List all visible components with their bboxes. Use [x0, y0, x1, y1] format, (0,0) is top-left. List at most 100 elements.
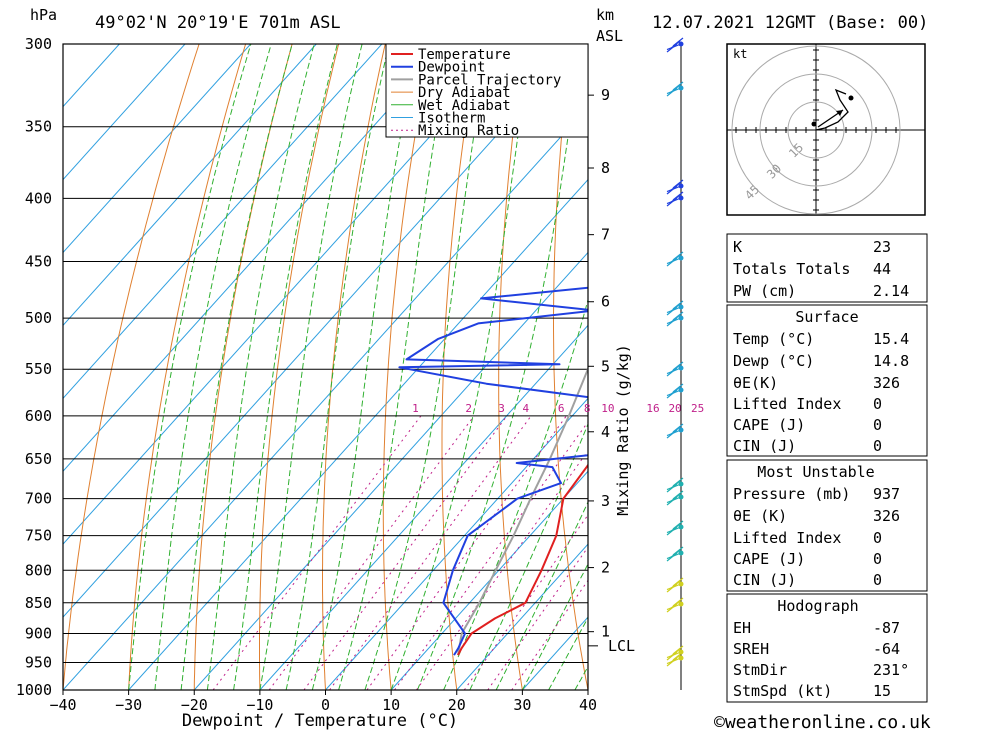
pressure-tick-label: 1000 — [16, 681, 52, 699]
mixing-ratio-value-label: 20 — [668, 402, 681, 415]
height-km-label: 8 — [601, 159, 610, 177]
pressure-tick-label: 450 — [25, 253, 52, 271]
mixing-ratio-line — [367, 416, 566, 690]
wet-adiabat-line — [129, 44, 251, 690]
mixing-ratio-value-label: 16 — [646, 402, 659, 415]
surface-dewp-label: Dewp (°C) — [733, 352, 814, 370]
sreh-value: -64 — [873, 640, 900, 658]
height-km-label: 2 — [601, 559, 610, 577]
pressure-tick-label: 650 — [25, 450, 52, 468]
totals-totals-value: 44 — [873, 260, 891, 278]
hodograph-table: Hodograph EH -87 SREH -64 StmDir 231° St… — [727, 594, 927, 702]
dry-adiabat-line — [944, 44, 1000, 690]
mu-cape-value: 0 — [873, 550, 882, 568]
isotherm-line — [63, 44, 644, 690]
pressure-unit-label: hPa — [30, 6, 57, 24]
surface-theta-label: θE(K) — [733, 374, 778, 392]
pressure-tick-label: 750 — [25, 527, 52, 545]
pressure-tick-label: 300 — [25, 35, 52, 53]
km-unit-label: km — [596, 6, 614, 24]
isotherm-line — [0, 44, 579, 690]
stmspd-value: 15 — [873, 682, 891, 700]
mixing-ratio-value-label: 3 — [498, 402, 505, 415]
mixing-ratio-line — [304, 416, 507, 690]
height-km-label: 5 — [601, 357, 610, 375]
sreh-label: SREH — [733, 640, 769, 658]
lcl-label: LCL — [608, 637, 635, 655]
pressure-tick-label: 850 — [25, 594, 52, 612]
surface-cin-value: 0 — [873, 437, 882, 455]
mu-cin-value: 0 — [873, 571, 882, 589]
mixing-ratio-line — [269, 416, 474, 690]
mixing-ratio-value-label: 6 — [558, 402, 565, 415]
hodograph-unit: kt — [733, 47, 747, 61]
pressure-tick-label: 350 — [25, 118, 52, 136]
mixing-ratio-value-label: 8 — [584, 402, 591, 415]
mixing-ratio-value-label: 1 — [412, 402, 419, 415]
height-km-label: 3 — [601, 492, 610, 510]
wet-adiabat-line — [234, 44, 338, 690]
dry-adiabat-line — [658, 44, 719, 690]
surface-cape-label: CAPE (J) — [733, 416, 805, 434]
pressure-tick-label: 400 — [25, 189, 52, 207]
mixing-ratio-value-label: 25 — [691, 402, 704, 415]
copyright-footer: ©weatheronline.co.uk — [714, 712, 931, 733]
totals-totals-label: Totals Totals — [733, 260, 850, 278]
temp-tick-label: −40 — [49, 696, 76, 714]
stmspd-label: StmSpd (kt) — [733, 682, 832, 700]
surface-cape-value: 0 — [873, 416, 882, 434]
pressure-tick-label: 700 — [25, 490, 52, 508]
pw-label: PW (cm) — [733, 282, 796, 300]
isotherm-line — [0, 44, 382, 690]
hodograph-end-dot — [849, 96, 854, 101]
surface-table: Surface Temp (°C) 15.4 Dewp (°C) 14.8 θE… — [727, 305, 927, 456]
wind-barb-column — [667, 38, 684, 690]
wet-adiabat-line — [207, 44, 314, 690]
hodograph-table-title: Hodograph — [777, 597, 858, 615]
temp-tick-label: −30 — [115, 696, 142, 714]
stmdir-label: StmDir — [733, 661, 787, 679]
isotherm-line — [0, 44, 119, 690]
mixing-ratio-axis-title: Mixing Ratio (g/kg) — [614, 344, 632, 516]
mu-theta-label: θE (K) — [733, 507, 787, 525]
surface-dewp-value: 14.8 — [873, 352, 909, 370]
hodograph-start-dot — [812, 122, 817, 127]
height-km-label: 7 — [601, 226, 610, 244]
mu-cin-label: CIN (J) — [733, 571, 796, 589]
hodograph: kt 15 30 45 — [727, 44, 925, 215]
height-km-label: 9 — [601, 86, 610, 104]
pressure-tick-label: 950 — [25, 653, 52, 671]
surface-cin-label: CIN (J) — [733, 437, 796, 455]
pressure-tick-label: 500 — [25, 309, 52, 327]
dry-adiabat-line — [260, 44, 339, 690]
mu-pressure-value: 937 — [873, 485, 900, 503]
mu-cape-label: CAPE (J) — [733, 550, 805, 568]
pressure-tick-label: 900 — [25, 624, 52, 642]
mu-pressure-label: Pressure (mb) — [733, 485, 850, 503]
legend-label: Mixing Ratio — [418, 123, 519, 139]
surface-temp-value: 15.4 — [873, 330, 909, 348]
wet-adiabat-line — [286, 44, 389, 690]
mixing-ratio-line — [416, 416, 613, 690]
height-km-label: 6 — [601, 293, 610, 311]
dry-adiabat-line — [63, 44, 199, 690]
k-index-value: 23 — [873, 238, 891, 256]
pw-value: 2.14 — [873, 282, 909, 300]
axis-tick-labels: 3003504004505005506006507007508008509009… — [16, 35, 704, 714]
surface-temp-label: Temp (°C) — [733, 330, 814, 348]
most-unstable-title: Most Unstable — [757, 463, 874, 481]
dry-adiabat-line — [499, 44, 525, 690]
k-index-label: K — [733, 238, 742, 256]
mixing-ratio-line — [330, 416, 532, 690]
height-km-label: 4 — [601, 423, 610, 441]
mixing-ratio-value-label: 2 — [465, 402, 472, 415]
wet-adiabat-line — [470, 44, 703, 690]
dry-adiabat-line — [990, 44, 1000, 690]
temp-tick-label: 30 — [513, 696, 531, 714]
x-axis-title: Dewpoint / Temperature (°C) — [182, 711, 458, 731]
dry-adiabat-line — [554, 44, 589, 690]
pressure-tick-label: 550 — [25, 360, 52, 378]
mu-theta-value: 326 — [873, 507, 900, 525]
